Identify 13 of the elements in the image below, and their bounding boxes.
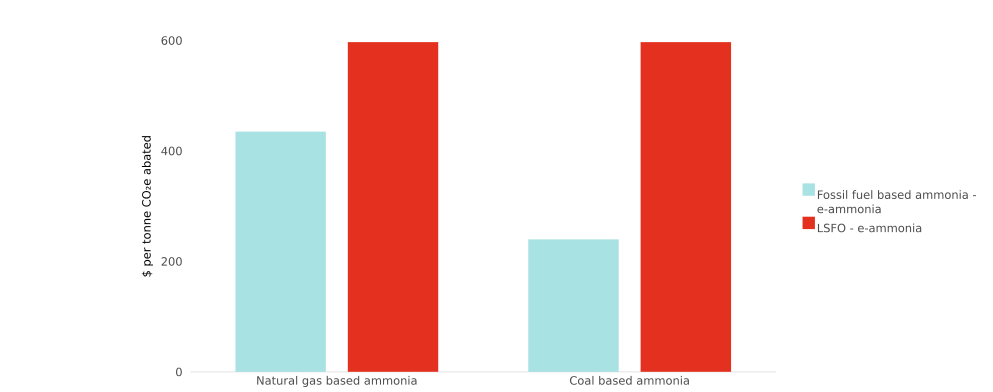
bar	[640, 42, 732, 372]
y-tick-label: 400	[161, 146, 182, 156]
legend-label: Fossil fuel based ammonia - e-ammonia	[817, 190, 976, 214]
bar	[235, 131, 326, 372]
legend-label: LSFO - e-ammonia	[818, 223, 922, 232]
bar	[348, 42, 438, 372]
y-tick-label: 0	[176, 367, 182, 376]
bar	[528, 239, 619, 372]
y-axis-title: $ per tonne CO₂e abated	[142, 136, 153, 276]
x-tick-label: Coal based ammonia	[570, 376, 689, 385]
x-tick-label: Natural gas based ammonia	[257, 376, 416, 387]
y-tick-label: 600	[162, 36, 182, 45]
y-tick-label: 200	[162, 256, 182, 266]
